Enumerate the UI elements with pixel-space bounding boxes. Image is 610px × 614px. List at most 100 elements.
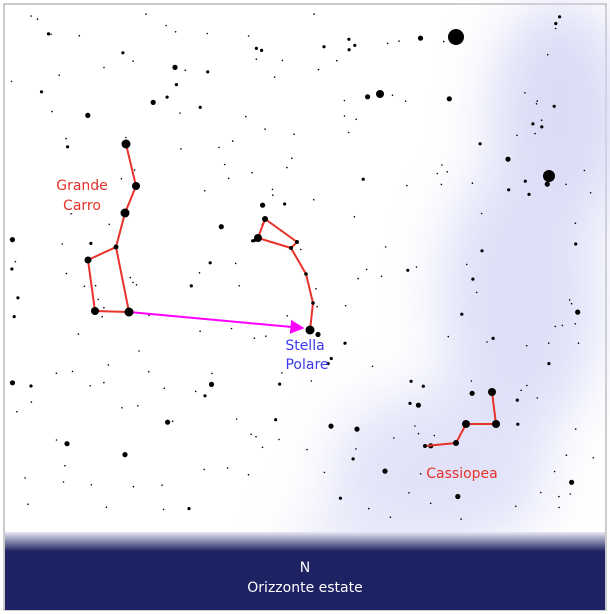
- star: [554, 21, 558, 26]
- star: [231, 140, 234, 142]
- star: [89, 241, 93, 245]
- star: [120, 177, 123, 180]
- star: [371, 365, 374, 368]
- star: [283, 202, 287, 206]
- star: [516, 134, 518, 137]
- star: [55, 372, 58, 375]
- star: [488, 388, 496, 396]
- label: Polare: [285, 357, 328, 373]
- star: [574, 323, 576, 325]
- star: [408, 401, 412, 405]
- star: [273, 76, 276, 78]
- star: [569, 479, 575, 485]
- star: [446, 96, 452, 102]
- star: [9, 380, 16, 386]
- star: [238, 285, 240, 287]
- star: [316, 305, 318, 308]
- star: [553, 470, 556, 473]
- star: [122, 452, 128, 458]
- star: [90, 484, 93, 486]
- star: [315, 288, 317, 290]
- star: [343, 341, 347, 345]
- star: [315, 331, 321, 338]
- star: [184, 69, 187, 71]
- star: [271, 188, 274, 191]
- star: [286, 166, 288, 169]
- star: [336, 59, 338, 62]
- star: [14, 260, 17, 263]
- star: [554, 325, 556, 328]
- star: [455, 493, 461, 500]
- star: [211, 372, 213, 375]
- star: [404, 100, 407, 102]
- star: [460, 518, 462, 520]
- horizon: [5, 532, 605, 610]
- star: [448, 29, 464, 45]
- star: [171, 420, 174, 423]
- star: [354, 426, 360, 432]
- star: [64, 441, 70, 447]
- star: [208, 381, 215, 387]
- star: [132, 281, 134, 284]
- star: [10, 80, 13, 83]
- star: [575, 309, 581, 315]
- star: [304, 272, 308, 276]
- star: [135, 284, 138, 286]
- star: [568, 299, 571, 301]
- star: [520, 389, 522, 392]
- star: [89, 385, 91, 387]
- star: [589, 192, 592, 194]
- star: [423, 444, 427, 448]
- star: [174, 83, 178, 87]
- star: [255, 435, 257, 438]
- star: [326, 362, 330, 366]
- star: [353, 215, 356, 218]
- star: [393, 437, 395, 439]
- star: [415, 266, 418, 268]
- star: [442, 40, 445, 43]
- star: [50, 33, 52, 36]
- star: [30, 401, 33, 403]
- star: [574, 222, 577, 224]
- star: [39, 90, 44, 94]
- star: [161, 484, 163, 487]
- star: [230, 327, 233, 330]
- star: [83, 285, 86, 288]
- star: [254, 46, 258, 51]
- star: [471, 182, 474, 184]
- star: [353, 43, 357, 48]
- star: [534, 132, 536, 135]
- star: [27, 503, 29, 506]
- star: [94, 284, 97, 287]
- star: [469, 390, 475, 396]
- star: [478, 142, 482, 146]
- star: [329, 356, 333, 361]
- label: Stella: [285, 338, 324, 354]
- star: [544, 181, 550, 187]
- star: [245, 115, 247, 118]
- star: [546, 53, 549, 56]
- star: [338, 496, 342, 500]
- milky-way: [290, 0, 610, 570]
- star: [465, 263, 468, 266]
- star: [311, 301, 315, 305]
- star: [199, 330, 201, 333]
- star: [187, 507, 191, 511]
- star: [295, 240, 299, 244]
- star: [29, 384, 33, 388]
- star: [278, 438, 280, 441]
- star: [103, 306, 105, 309]
- star: [148, 370, 150, 373]
- star: [486, 341, 488, 343]
- star: [361, 177, 365, 181]
- star: [574, 242, 578, 246]
- star: [150, 99, 156, 105]
- star: [125, 136, 127, 139]
- star: [592, 457, 595, 459]
- star: [421, 384, 425, 388]
- star: [97, 185, 99, 188]
- star: [527, 192, 531, 196]
- big-dipper-lines: [86, 143, 138, 314]
- star: [389, 516, 392, 518]
- star: [293, 133, 296, 135]
